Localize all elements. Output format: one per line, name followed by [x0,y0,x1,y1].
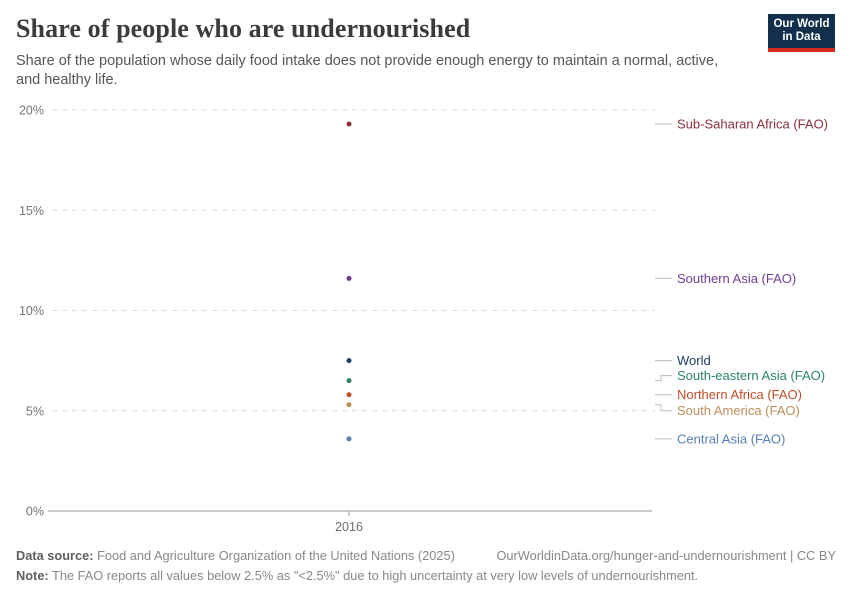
series-label-central-asia-fao[interactable]: Central Asia (FAO) [677,431,785,446]
chart-footer: Data source: Food and Agriculture Organi… [16,548,836,583]
y-tick-label: 20% [19,104,44,118]
data-point-southern-asia-fao[interactable] [346,275,352,281]
page-title: Share of people who are undernourished [16,14,471,43]
data-source-line: Data source: Food and Agriculture Organi… [16,548,455,563]
series-label-sub-saharan-africa-fao[interactable]: Sub-Saharan Africa (FAO) [677,117,828,132]
owid-logo-line1: Our World [773,17,830,30]
attribution-link[interactable]: OurWorldinData.org/hunger-and-undernouri… [496,548,836,563]
chart-subtitle: Share of the population whose daily food… [16,53,719,88]
series-label-world[interactable]: World [677,353,711,368]
y-tick-label: 15% [19,204,44,218]
label-connector-south-america-fao [655,404,672,412]
data-source-text: Food and Agriculture Organization of the… [93,548,455,563]
series-label-southern-asia-fao[interactable]: Southern Asia (FAO) [677,271,796,286]
data-source-label: Data source: [16,548,94,563]
owid-logo-line2: in Data [782,31,821,43]
y-tick-label: 0% [26,505,44,519]
data-point-world[interactable] [346,358,352,364]
note-label: Note: [16,568,49,583]
y-tick-label: 5% [26,404,44,418]
chart-canvas: 0% 5% 10% 15% 20% 2016 Sub-Saharan Africa (FAO… [19,104,828,535]
series-label-south-eastern-asia-fao[interactable]: South-eastern Asia (FAO) [677,368,825,383]
note-text: The FAO reports all values below 2.5% as… [48,568,699,583]
series-label-northern-africa-fao[interactable]: Northern Africa (FAO) [677,387,802,402]
note-line: Note: The FAO reports all values below 2… [16,568,836,583]
data-point-central-asia-fao[interactable] [346,436,352,442]
data-point-northern-africa-fao[interactable] [346,392,352,398]
data-point-south-america-fao[interactable] [346,402,352,408]
data-point-south-eastern-asia-fao[interactable] [346,378,352,384]
label-connector-south-eastern-asia-fao [655,375,672,382]
x-tick-label: 2016 [335,520,363,534]
series-label-south-america-fao[interactable]: South America (FAO) [677,403,800,418]
y-tick-label: 10% [19,304,44,318]
data-point-sub-saharan-africa-fao[interactable] [346,121,352,127]
owid-logo[interactable]: Our World in Data [768,14,835,52]
